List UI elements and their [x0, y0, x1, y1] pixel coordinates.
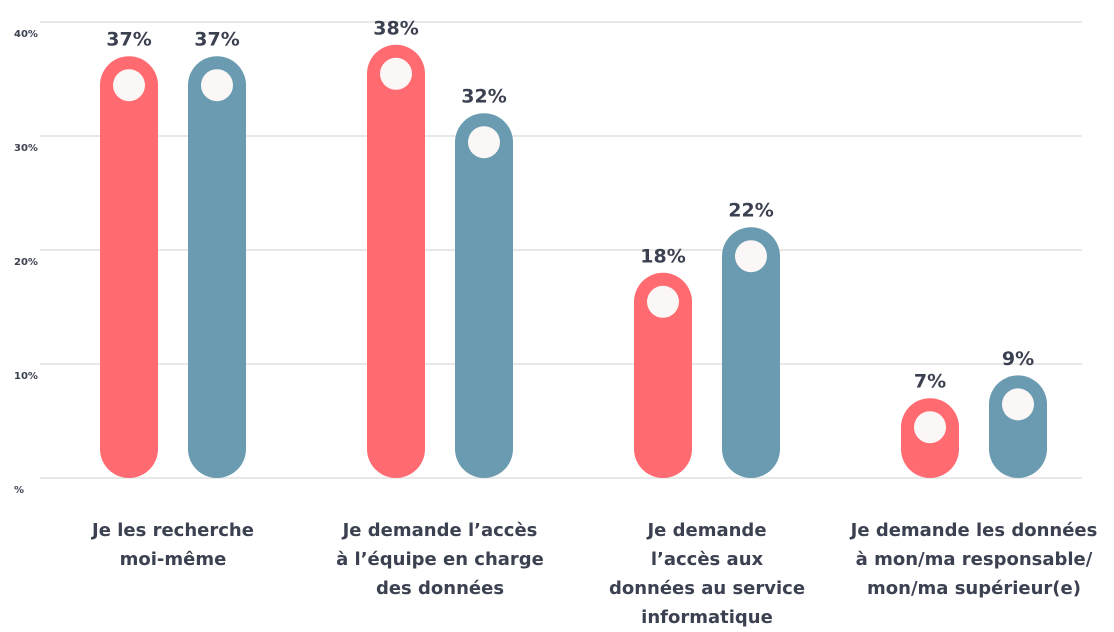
x-tick-label-line: à mon/ma responsable/: [856, 549, 1093, 570]
y-tick-label: %: [14, 485, 24, 496]
x-tick-label-line: l’accès aux: [651, 549, 764, 570]
y-tick-label: 30%: [14, 143, 38, 154]
x-tick-label-line: Je demande: [645, 520, 766, 541]
y-tick-label: 40%: [14, 29, 38, 40]
x-tick-label-line: moi-même: [120, 549, 227, 570]
bar-dot: [468, 126, 500, 159]
x-tick-label: Je demande l’accès aux données au service i…: [609, 520, 805, 628]
y-tick-label: 10%: [14, 371, 38, 382]
value-label: 38%: [373, 17, 418, 39]
value-label: 22%: [728, 200, 773, 222]
bar: [367, 44, 425, 479]
value-label: 9%: [1002, 348, 1034, 370]
bar-dot: [201, 69, 233, 102]
x-tick-label-line: informatique: [641, 607, 773, 628]
x-tick-label-line: Je demande les données: [849, 520, 1098, 541]
x-tick-label-line: mon/ma supérieur(e): [867, 578, 1081, 599]
x-tick-label-line: Je les recherche: [90, 520, 254, 541]
bar-dot: [1002, 388, 1034, 421]
x-tick-label: Je les recherche moi-même: [90, 520, 254, 570]
value-label: 32%: [461, 86, 506, 108]
bar-dot: [113, 69, 145, 102]
value-label: 18%: [640, 245, 685, 267]
bar-dot: [380, 57, 412, 90]
value-label: 7%: [914, 371, 946, 393]
bar: [634, 272, 692, 478]
y-tick-label: 20%: [14, 257, 38, 268]
bar-dot: [735, 240, 767, 273]
x-tick-label-line: Je demande l’accès: [341, 520, 538, 541]
value-label: 37%: [194, 29, 239, 51]
bar-dot: [914, 411, 946, 444]
x-tick-label-line: données au service: [609, 578, 805, 599]
bar-dot: [647, 285, 679, 318]
x-tick-label-line: des données: [376, 578, 504, 599]
value-label: 37%: [106, 29, 151, 51]
bar: [455, 113, 513, 478]
x-tick-label: Je demande les données à mon/ma responsab…: [849, 520, 1098, 599]
x-tick-label: Je demande l’accès à l’équipe en charge de…: [336, 520, 544, 599]
bar: [188, 56, 246, 478]
bar: [722, 227, 780, 478]
x-tick-label-line: à l’équipe en charge: [336, 549, 544, 570]
bar: [100, 56, 158, 478]
